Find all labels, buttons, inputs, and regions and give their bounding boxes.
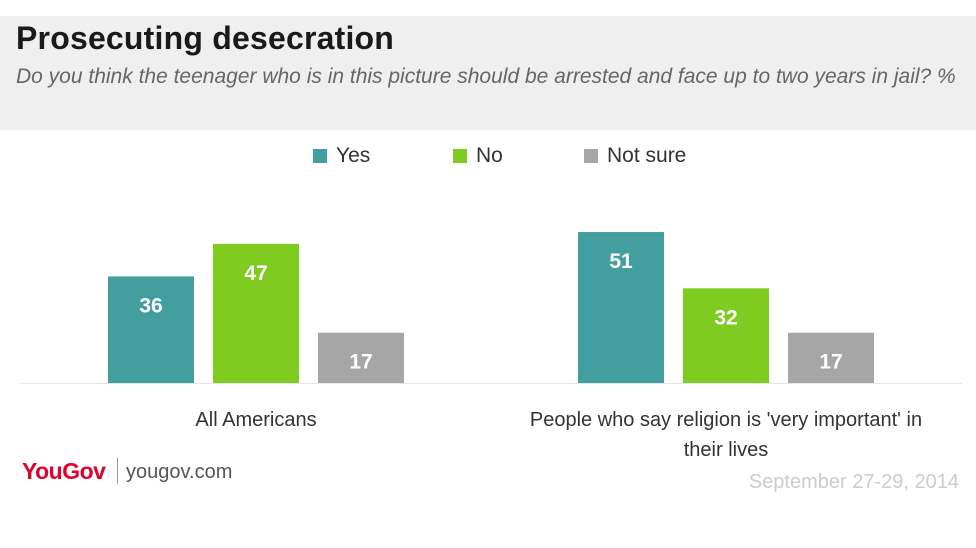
legend-swatch-no bbox=[453, 149, 467, 163]
chart-title: Prosecuting desecration bbox=[16, 20, 395, 56]
header-panel bbox=[0, 16, 976, 130]
category-label-1: All Americans bbox=[195, 409, 316, 431]
legend-item-yes: Yes bbox=[313, 144, 370, 168]
survey-date: September 27-29, 2014 bbox=[748, 471, 959, 493]
yougov-logo: YouGov bbox=[22, 458, 106, 484]
legend: Yes No Not sure bbox=[0, 144, 976, 172]
legend-item-not-sure: Not sure bbox=[584, 144, 686, 168]
data-label-yes-1: 36 bbox=[139, 294, 162, 317]
bar-yes-2 bbox=[578, 232, 664, 383]
data-label-no-1: 47 bbox=[244, 262, 267, 285]
bar-not-sure-2 bbox=[788, 332, 874, 383]
bar-not-sure-1 bbox=[318, 332, 404, 383]
bar-yes-1 bbox=[108, 276, 194, 383]
data-label-yes-2: 51 bbox=[609, 250, 633, 273]
category-label-2-line-1: People who say religion is 'very importa… bbox=[530, 409, 922, 431]
category-label-2-line-2: their lives bbox=[684, 439, 768, 461]
bar-no-2 bbox=[683, 288, 769, 383]
data-label-no-2: 32 bbox=[714, 306, 737, 329]
legend-label-yes: Yes bbox=[336, 144, 371, 167]
bar-no-1 bbox=[213, 243, 299, 383]
footer-divider bbox=[117, 458, 118, 484]
footer-url[interactable]: yougov.com bbox=[126, 461, 233, 483]
legend-label-not-sure: Not sure bbox=[607, 144, 687, 167]
legend-item-no: No bbox=[453, 144, 503, 168]
data-label-not-sure-2: 17 bbox=[819, 351, 842, 374]
legend-label-no: No bbox=[476, 144, 503, 167]
data-label-not-sure-1: 17 bbox=[349, 351, 372, 374]
legend-swatch-yes bbox=[313, 149, 327, 163]
legend-swatch-not-sure bbox=[584, 149, 598, 163]
chart-subtitle: Do you think the teenager who is in this… bbox=[16, 65, 956, 88]
